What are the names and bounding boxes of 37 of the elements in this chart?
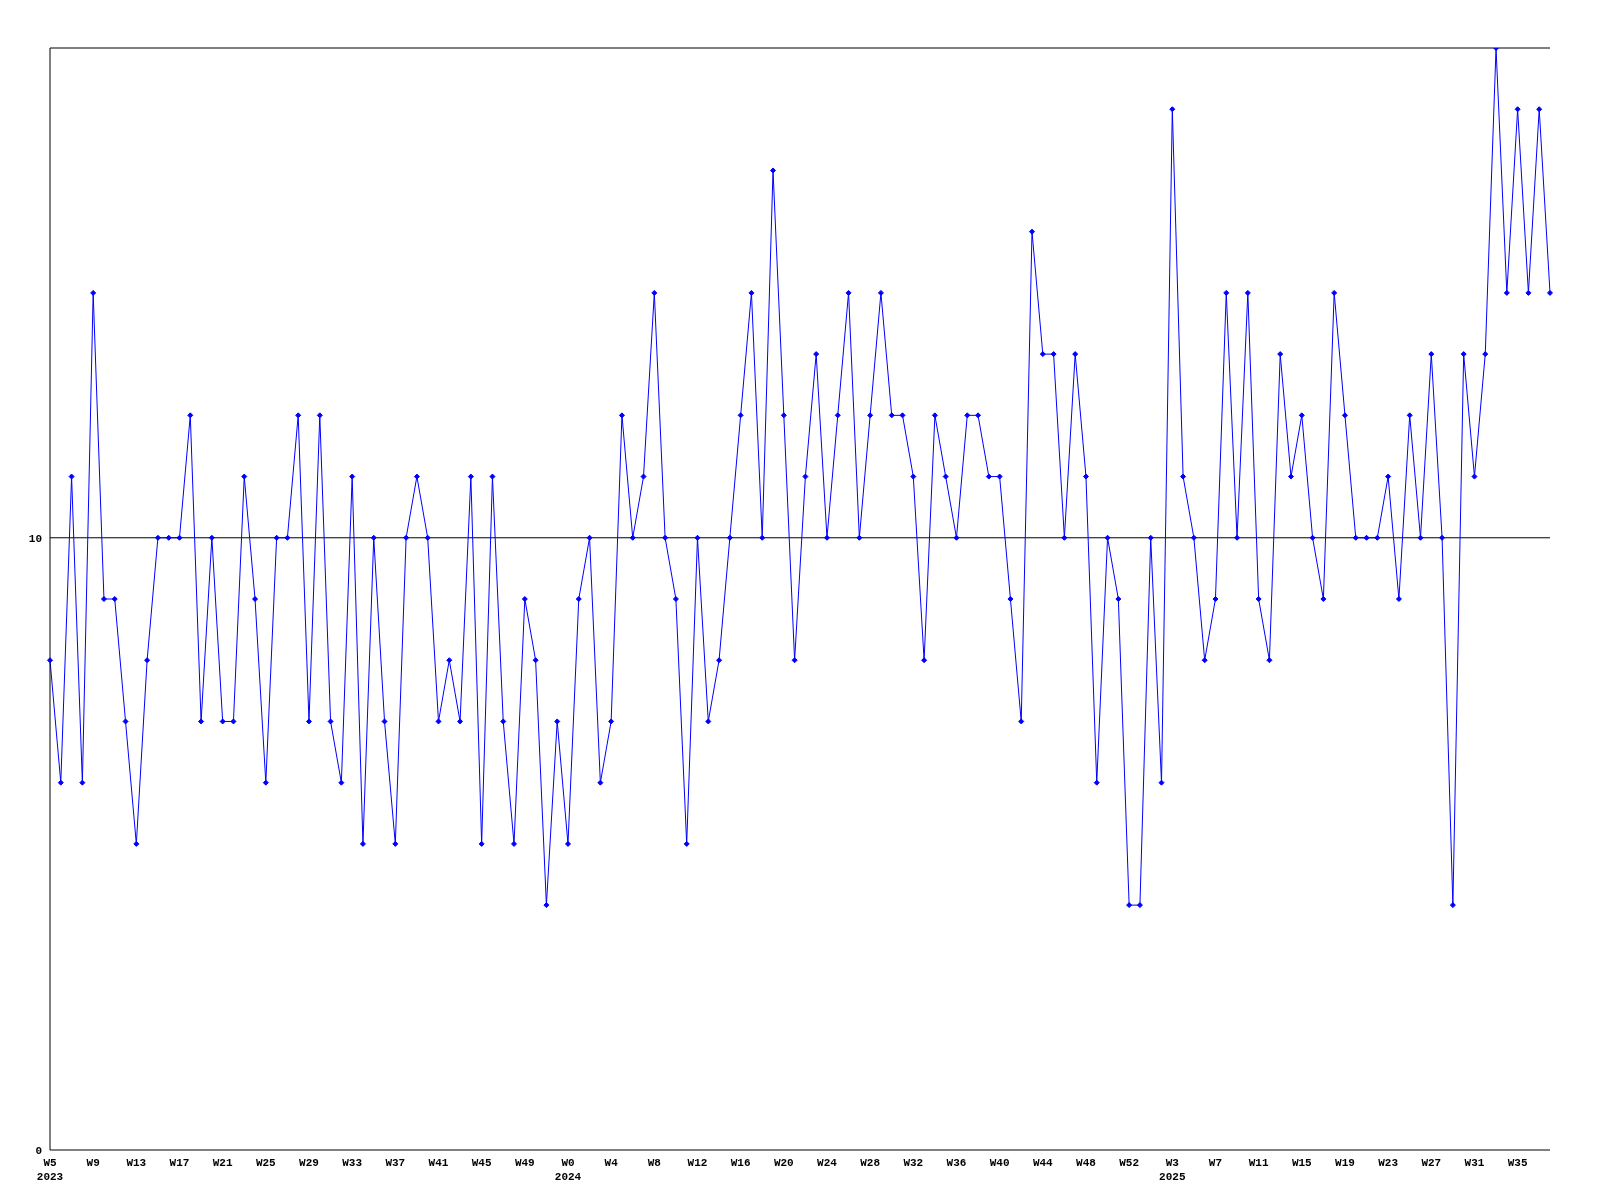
x-tick-label: W8 (647, 1157, 662, 1169)
x-tick-label: W32 (903, 1157, 924, 1169)
x-tick-label: W16 (730, 1157, 751, 1169)
x-tick-label: W4 (604, 1157, 619, 1169)
x-tick-label: W41 (428, 1157, 449, 1169)
x-tick-label: W37 (385, 1157, 406, 1169)
x-tick-label: W0 2024 (554, 1157, 582, 1183)
x-tick-label: W28 (860, 1157, 881, 1169)
x-tick-label: W19 (1335, 1157, 1355, 1169)
x-tick-label: W15 (1291, 1157, 1313, 1169)
x-tick-label: W36 (946, 1157, 967, 1169)
y-tick-label: 10 (28, 532, 42, 545)
x-tick-label: W45 (471, 1157, 492, 1169)
x-tick-label: W24 (817, 1157, 838, 1169)
x-tick-label: W21 (212, 1157, 233, 1169)
x-tick-label: W11 (1248, 1157, 1269, 1169)
y-tick-label: 0 (35, 1144, 42, 1157)
x-tick-label: W25 (255, 1157, 277, 1169)
x-tick-label: W7 (1208, 1157, 1223, 1169)
x-tick-label: W49 (514, 1157, 535, 1169)
x-tick-label: W33 (342, 1157, 363, 1169)
x-tick-label: W12 (687, 1157, 708, 1169)
x-tick-label: W9 (86, 1157, 100, 1169)
x-tick-label: W20 (773, 1157, 794, 1169)
x-tick-label: W23 (1378, 1157, 1399, 1169)
x-tick-label: W13 (126, 1157, 147, 1169)
x-tick-label: W29 (299, 1157, 319, 1169)
x-tick-label: W17 (169, 1157, 190, 1169)
x-tick-label: W27 (1421, 1157, 1442, 1169)
x-tick-label: W5 2023 (36, 1157, 64, 1183)
x-tick-label: W40 (989, 1157, 1010, 1169)
x-tick-label: W44 (1032, 1157, 1054, 1169)
x-tick-label: W48 (1076, 1157, 1097, 1169)
x-tick-label: W31 (1464, 1157, 1485, 1169)
x-tick-label: W35 (1507, 1157, 1528, 1169)
x-tick-label: W52 (1119, 1157, 1140, 1169)
x-tick-label: W3 2025 (1159, 1157, 1186, 1183)
